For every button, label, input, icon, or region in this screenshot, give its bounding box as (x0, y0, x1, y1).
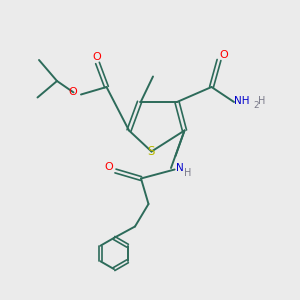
Text: S: S (147, 145, 155, 158)
Text: H: H (184, 168, 191, 178)
Text: NH: NH (234, 95, 249, 106)
Text: H: H (258, 96, 265, 106)
Text: O: O (68, 87, 77, 97)
Text: 2: 2 (254, 101, 259, 110)
Text: O: O (219, 50, 228, 60)
Text: O: O (104, 161, 113, 172)
Text: O: O (92, 52, 101, 62)
Text: N: N (176, 163, 183, 173)
